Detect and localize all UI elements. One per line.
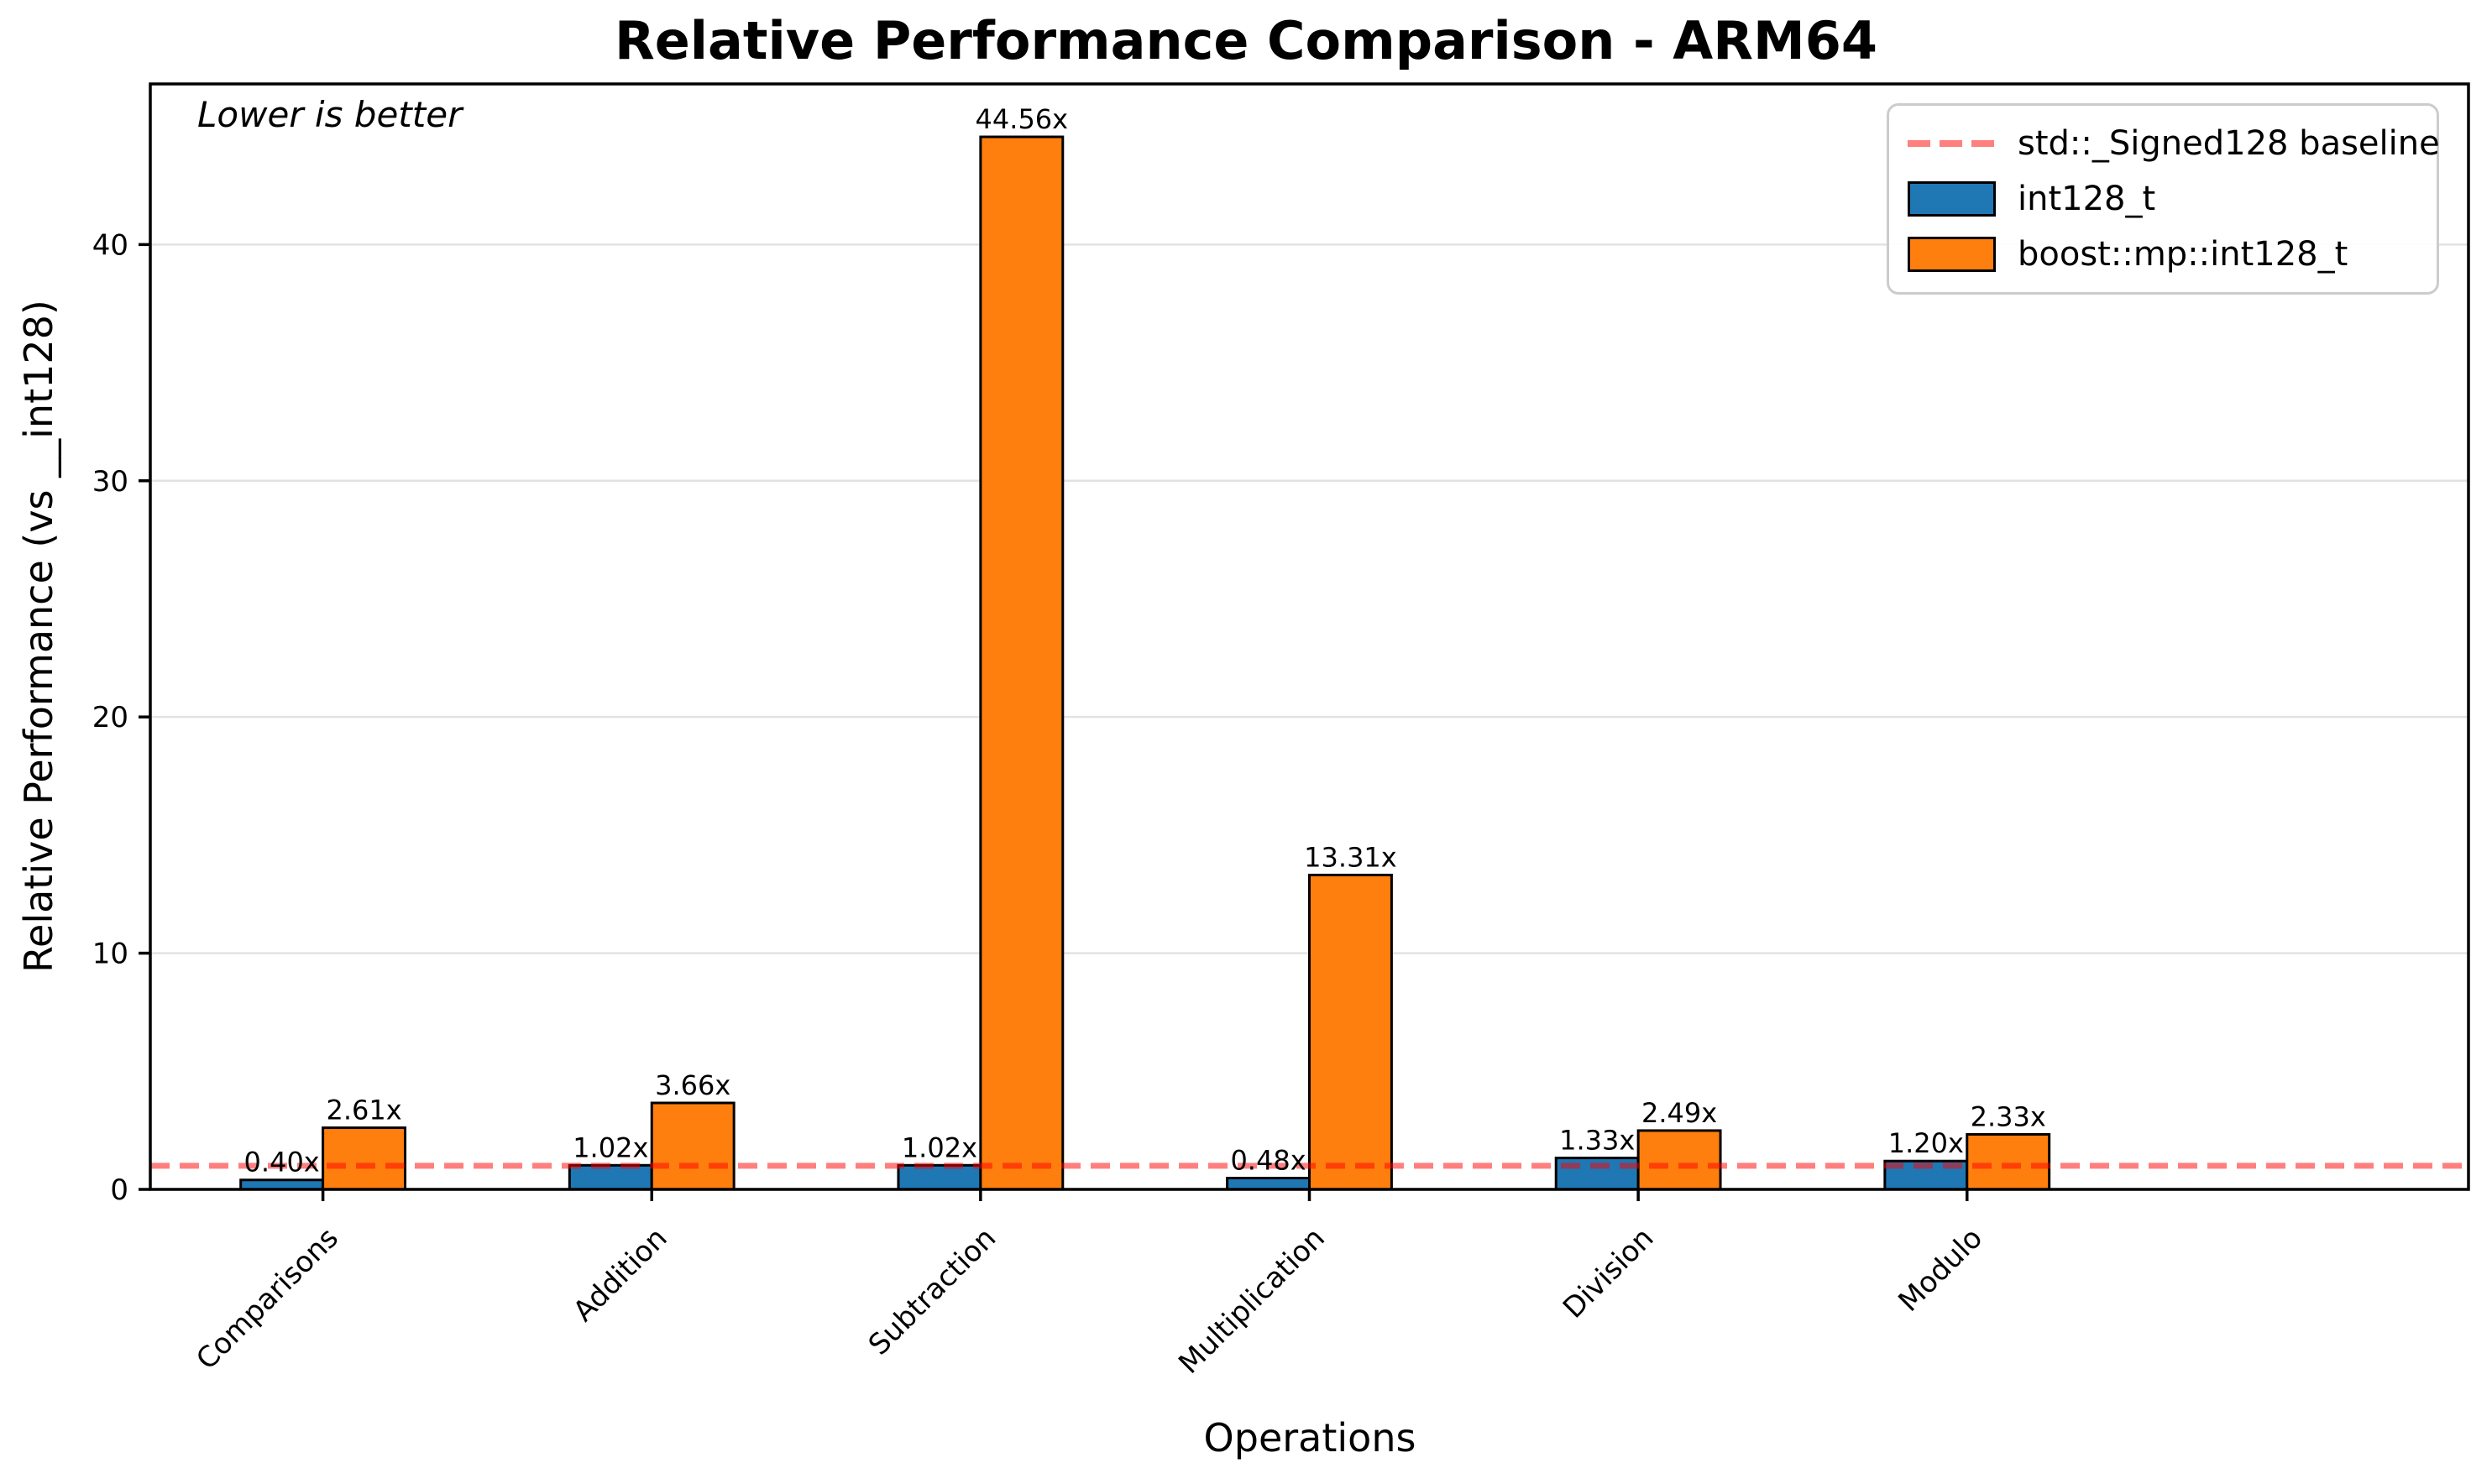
y-tick-label-40: 40 xyxy=(92,228,128,262)
bar-int128-t-multiplication xyxy=(1226,1176,1311,1191)
value-label-addition-0: 1.02x xyxy=(573,1131,648,1163)
blue-swatch-icon xyxy=(1908,181,1996,217)
y-tick-label-20: 20 xyxy=(92,701,128,734)
value-label-modulo-1: 2.33x xyxy=(1971,1100,2046,1132)
value-label-division-1: 2.49x xyxy=(1641,1097,1717,1129)
x-tick-label-division: Division xyxy=(1557,1221,1661,1325)
y-tick-label-30: 30 xyxy=(92,465,128,499)
bar-int128-t-addition xyxy=(568,1163,653,1191)
value-label-comparisons-1: 2.61x xyxy=(326,1095,401,1126)
bar-boost-mp-int128-t-division xyxy=(1636,1129,1722,1191)
bar-boost-mp-int128-t-addition xyxy=(650,1101,736,1191)
value-label-multiplication-1: 13.31x xyxy=(1304,841,1397,873)
baseline-dashed-line-icon xyxy=(1908,140,1996,147)
value-label-addition-1: 3.66x xyxy=(655,1069,730,1101)
value-label-modulo-0: 1.20x xyxy=(1888,1127,1964,1159)
bar-boost-mp-int128-t-comparisons xyxy=(322,1126,407,1191)
legend-label-baseline: std::_Signed128 baseline xyxy=(2018,124,2440,163)
value-label-division-0: 1.33x xyxy=(1559,1125,1635,1157)
value-label-comparisons-0: 0.40x xyxy=(244,1147,320,1178)
legend-row-baseline: std::_Signed128 baseline xyxy=(1908,119,2440,168)
x-tick-label-modulo: Modulo xyxy=(1893,1221,1990,1319)
bar-boost-mp-int128-t-subtraction xyxy=(979,135,1065,1191)
x-tick-label-comparisons: Comparisons xyxy=(190,1221,345,1377)
bar-boost-mp-int128-t-multiplication xyxy=(1308,873,1393,1191)
bar-int128-t-division xyxy=(1554,1157,1640,1191)
legend-row-boost: boost::mp::int128_t xyxy=(1908,230,2415,279)
legend-row-int128: int128_t xyxy=(1908,175,2415,223)
lower-is-better-annotation: Lower is better xyxy=(197,94,463,135)
dash-segment xyxy=(1971,140,1994,147)
x-axis-label: Operations xyxy=(1203,1415,1416,1460)
value-label-subtraction-0: 1.02x xyxy=(902,1131,977,1163)
x-tick-label-subtraction: Subtraction xyxy=(862,1221,1003,1361)
chart-title: Relative Performance Comparison - ARM64 xyxy=(615,10,1877,71)
dash-segment xyxy=(1908,140,1930,147)
x-tick-label-addition: Addition xyxy=(567,1221,674,1329)
legend-label-boost: boost::mp::int128_t xyxy=(2018,235,2348,274)
x-tick-label-multiplication: Multiplication xyxy=(1172,1221,1332,1381)
value-label-subtraction-1: 44.56x xyxy=(976,103,1069,135)
y-tick-label-10: 10 xyxy=(92,938,128,971)
legend: std::_Signed128 baseline int128_t boost:… xyxy=(1887,103,2440,295)
legend-label-int128: int128_t xyxy=(2018,180,2156,218)
bar-int128-t-subtraction xyxy=(897,1163,982,1191)
orange-swatch-icon xyxy=(1908,237,1996,272)
bar-boost-mp-int128-t-modulo xyxy=(1966,1132,2051,1191)
value-label-multiplication-0: 0.48x xyxy=(1230,1144,1306,1176)
dash-segment xyxy=(1940,140,1962,147)
y-tick-label-0: 0 xyxy=(110,1173,128,1207)
